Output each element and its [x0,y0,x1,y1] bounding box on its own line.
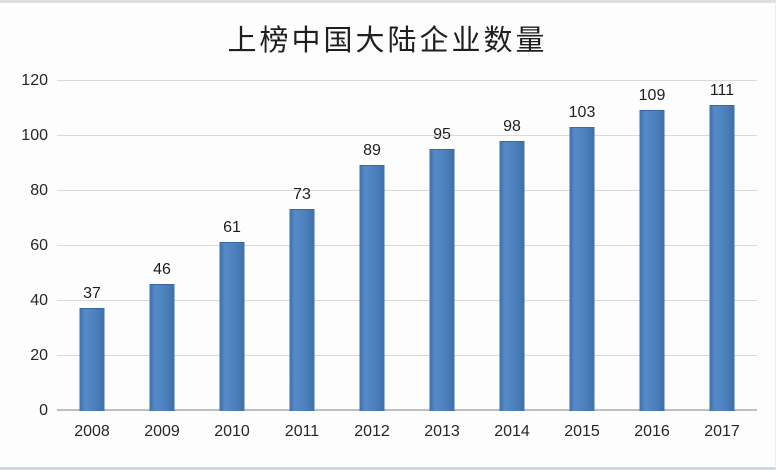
bar-column-2011: 73 [267,81,337,411]
y-tick-label-60: 60 [30,237,48,254]
y-tick-label-0: 0 [39,402,48,419]
gridline-60 [57,245,757,246]
bar-value-label-2009: 46 [153,260,171,278]
y-tick-label-20: 20 [30,347,48,364]
x-tick-label-2013: 2013 [424,423,460,440]
y-tick-label-120: 120 [21,72,48,89]
gridline-100 [57,135,757,136]
y-tick-label-40: 40 [30,292,48,309]
gridline-0 [57,409,757,411]
x-tick-label-2011: 2011 [284,423,320,440]
bar-value-label-2008: 37 [83,285,101,303]
bar-2009 [149,283,175,411]
bar-column-2009: 46 [127,81,197,411]
y-tick-label-100: 100 [21,127,48,144]
bar-series: 37 46 61 73 89 95 98 103 109 111 [57,81,757,411]
x-tick-label-2017: 2017 [704,423,740,440]
bar-2015 [569,126,595,411]
bar-value-label-2010: 61 [223,219,241,237]
gridline-40 [57,300,757,301]
bar-column-2013: 95 [407,81,477,411]
x-tick-label-2008: 2008 [74,423,110,440]
gridline-120 [57,80,757,81]
bar-value-label-2011: 73 [293,186,311,204]
bar-2014 [499,140,525,411]
x-tick-label-2015: 2015 [564,423,600,440]
x-tick-label-2009: 2009 [144,423,180,440]
bar-2010 [219,242,245,411]
bar-column-2008: 37 [57,81,127,411]
bar-2017 [709,104,735,411]
bar-2013 [429,148,455,411]
gridline-80 [57,190,757,191]
bar-value-label-2014: 98 [503,117,521,135]
bar-2011 [289,209,315,411]
x-axis: 2008 2009 2010 2011 2012 2013 2014 2015 2016 2017 [57,423,757,441]
x-tick-label-2012: 2012 [354,423,390,440]
plot-area: 37 46 61 73 89 95 98 103 109 111 [57,80,757,411]
y-tick-label-80: 80 [30,182,48,199]
bar-2016 [639,110,665,411]
bar-value-label-2016: 109 [638,87,666,105]
bar-column-2016: 109 [617,81,687,411]
bar-value-label-2012: 89 [363,142,381,160]
bar-column-2012: 89 [337,81,407,411]
bar-value-label-2015: 103 [568,103,596,121]
y-axis: 0 20 40 60 80 100 120 [0,73,48,419]
bar-column-2017: 111 [687,81,757,411]
bar-column-2015: 103 [547,81,617,411]
chart-title: 上榜中国大陆企业数量 [227,25,548,57]
x-tick-label-2014: 2014 [494,423,530,440]
bar-column-2010: 61 [197,81,267,411]
bar-2012 [359,165,385,411]
gridline-20 [57,355,757,356]
bar-value-label-2013: 95 [433,125,451,143]
x-tick-label-2016: 2016 [634,423,670,440]
bar-column-2014: 98 [477,81,547,411]
x-tick-label-2010: 2010 [214,423,250,440]
bar-2008 [79,308,105,411]
bar-value-label-2017: 111 [709,81,735,99]
